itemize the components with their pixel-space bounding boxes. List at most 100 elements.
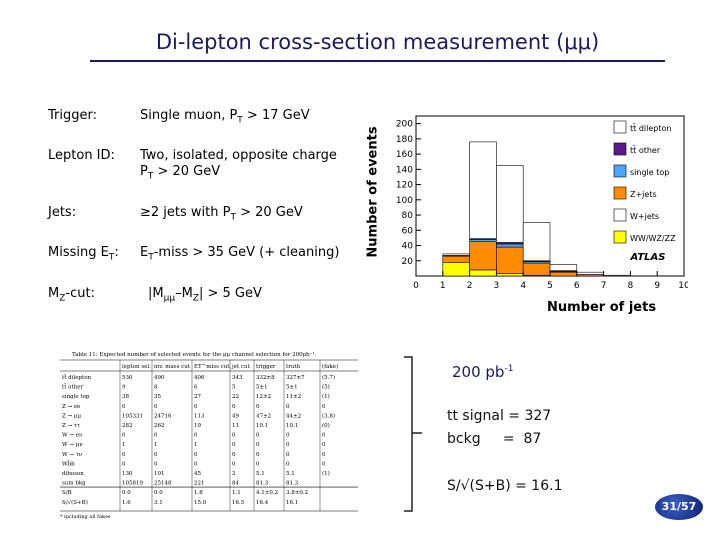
bar-tt-dilepton-5 [549, 264, 578, 271]
table-cell: 0 [286, 461, 290, 467]
bar-z-jets-3 [496, 246, 524, 275]
table-cell: 10.1 [286, 423, 298, 429]
table-cell: 49 [232, 413, 239, 419]
legend-entry: WW/WZ/ZZ [630, 234, 676, 243]
table-cell: 406 [194, 375, 205, 381]
table-cell: 0.0 [154, 490, 163, 496]
slide-number-badge: 31/57 [655, 494, 703, 520]
table-cell: 35 [154, 394, 161, 400]
table-header: lepton sel. [122, 364, 151, 370]
table-cell: 1 [194, 442, 198, 448]
table-cell: 0 [122, 452, 126, 458]
table-cell: 530 [122, 375, 133, 381]
bar-z-jets-5 [549, 271, 578, 277]
table-header: (fake) [322, 363, 338, 370]
missing-et-value: ET-miss > 35 GeV (+ cleaning) [140, 245, 340, 263]
y-tick-label: 140 [396, 165, 413, 175]
lepton-id-value: Two, isolated, opposite charge PT > 20 Ge… [140, 148, 337, 182]
table-cell: 105819 [122, 481, 143, 487]
table-cell: 10.1 [256, 423, 268, 429]
table-cell: W → μν [62, 442, 83, 448]
bar-ww-wz-zz-1 [442, 261, 470, 277]
table-cell: 0 [232, 461, 236, 467]
x-tick-label: 4 [520, 281, 526, 291]
table-cell: 1.1 [232, 490, 241, 496]
table-cell: S/√(S+B) [62, 499, 88, 506]
legend-entry: W+jets [630, 212, 659, 221]
table-cell: single top [62, 394, 90, 400]
bar-z-jets-2 [469, 241, 497, 271]
bar-ww-wz-zz-2 [469, 269, 497, 277]
table-cell: (1) [322, 393, 330, 400]
table-header: truth [286, 364, 301, 370]
slide-title: Di-lepton cross-section measurement (μμ) [155, 30, 600, 54]
table-cell: 9 [122, 385, 126, 391]
table-cell: 0 [122, 433, 126, 439]
table-cell: 113 [194, 413, 205, 419]
event-yield-table: Table 11: Expected number of selected ev… [60, 351, 358, 520]
lepton-id-label: Lepton ID: [48, 148, 115, 163]
table-cell: 84 [232, 481, 239, 487]
table-header: jet cut [231, 364, 251, 370]
table-cell: Z → μμ [62, 413, 82, 419]
bracket-arrow [404, 356, 422, 512]
table-cell: 0 [194, 452, 198, 458]
table-cell: 47±2 [256, 413, 271, 419]
table-cell: 16.1 [286, 500, 298, 506]
table-cell: 3.1 [154, 500, 163, 506]
x-tick-label: 0 [413, 281, 419, 291]
table-caption: Table 11: Expected number of selected ev… [72, 351, 317, 358]
table-cell: 0 [286, 442, 290, 448]
y-tick-label: 120 [396, 181, 413, 191]
bar-tt-dilepton-2 [469, 141, 497, 239]
table-cell: 22 [232, 394, 239, 400]
y-tick-label: 80 [402, 211, 414, 221]
mz-cut-value: |Mμμ–MZ| > 5 GeV [148, 286, 262, 304]
legend-entry: tt̄ dilepton [630, 123, 671, 133]
legend-swatch [613, 186, 627, 200]
table-cell: 0 [322, 442, 326, 448]
table-cell: 24716 [154, 413, 172, 419]
table-cell: 1.6 [122, 500, 131, 506]
table-cell: 0 [322, 404, 326, 410]
table-cell: 5.1 [256, 471, 265, 477]
bar-single-top-2 [469, 239, 497, 243]
table-cell: W → eν [62, 433, 83, 439]
table-cell: 0 [232, 452, 236, 458]
table-cell: 282 [122, 423, 133, 429]
table-cell: Z → ee [62, 404, 80, 410]
bar-z-jets-1 [442, 255, 470, 263]
table-cell: W → τν [62, 452, 83, 458]
y-tick-label: 60 [402, 226, 414, 236]
bar-ww-wz-zz-3 [496, 273, 524, 277]
table-cell: 0 [256, 442, 260, 448]
table-cell: 0 [154, 404, 158, 410]
legend-entry: tt̄ other [630, 145, 661, 155]
title-underline [90, 60, 665, 62]
table-cell: 1.8 [194, 490, 203, 496]
jets-label: Jets: [48, 205, 77, 220]
table-cell: 1 [122, 442, 126, 448]
table-cell: (5.7) [322, 374, 335, 381]
table-cell: 0 [122, 461, 126, 467]
table-cell: 105331 [122, 413, 143, 419]
table-cell: 130 [122, 471, 133, 477]
jets-value: ≥2 jets with PT > 20 GeV [140, 205, 303, 223]
table-cell: tt̄ other [62, 383, 83, 390]
table-cell: 19 [194, 423, 201, 429]
table-cell: 25148 [154, 481, 172, 487]
signal-yield: tt signal = 327 [447, 408, 552, 424]
y-axis-title: Number of events [365, 126, 381, 258]
y-tick-label: 200 [396, 120, 413, 130]
table-cell: tt̄ dilepton [62, 374, 92, 381]
table-cell: 0.0 [122, 490, 131, 496]
table-cell: 0 [286, 433, 290, 439]
table-cell: 0 [194, 404, 198, 410]
table-header: trigger [256, 364, 276, 370]
table-cell: 16.4 [256, 500, 269, 506]
table-cell: 2 [232, 471, 236, 477]
table-footnote: * including all fakes [60, 514, 111, 520]
missing-et-label: Missing ET: [48, 245, 119, 263]
legend-entry: Z+jets [630, 190, 657, 199]
table-cell: 11 [232, 423, 239, 429]
